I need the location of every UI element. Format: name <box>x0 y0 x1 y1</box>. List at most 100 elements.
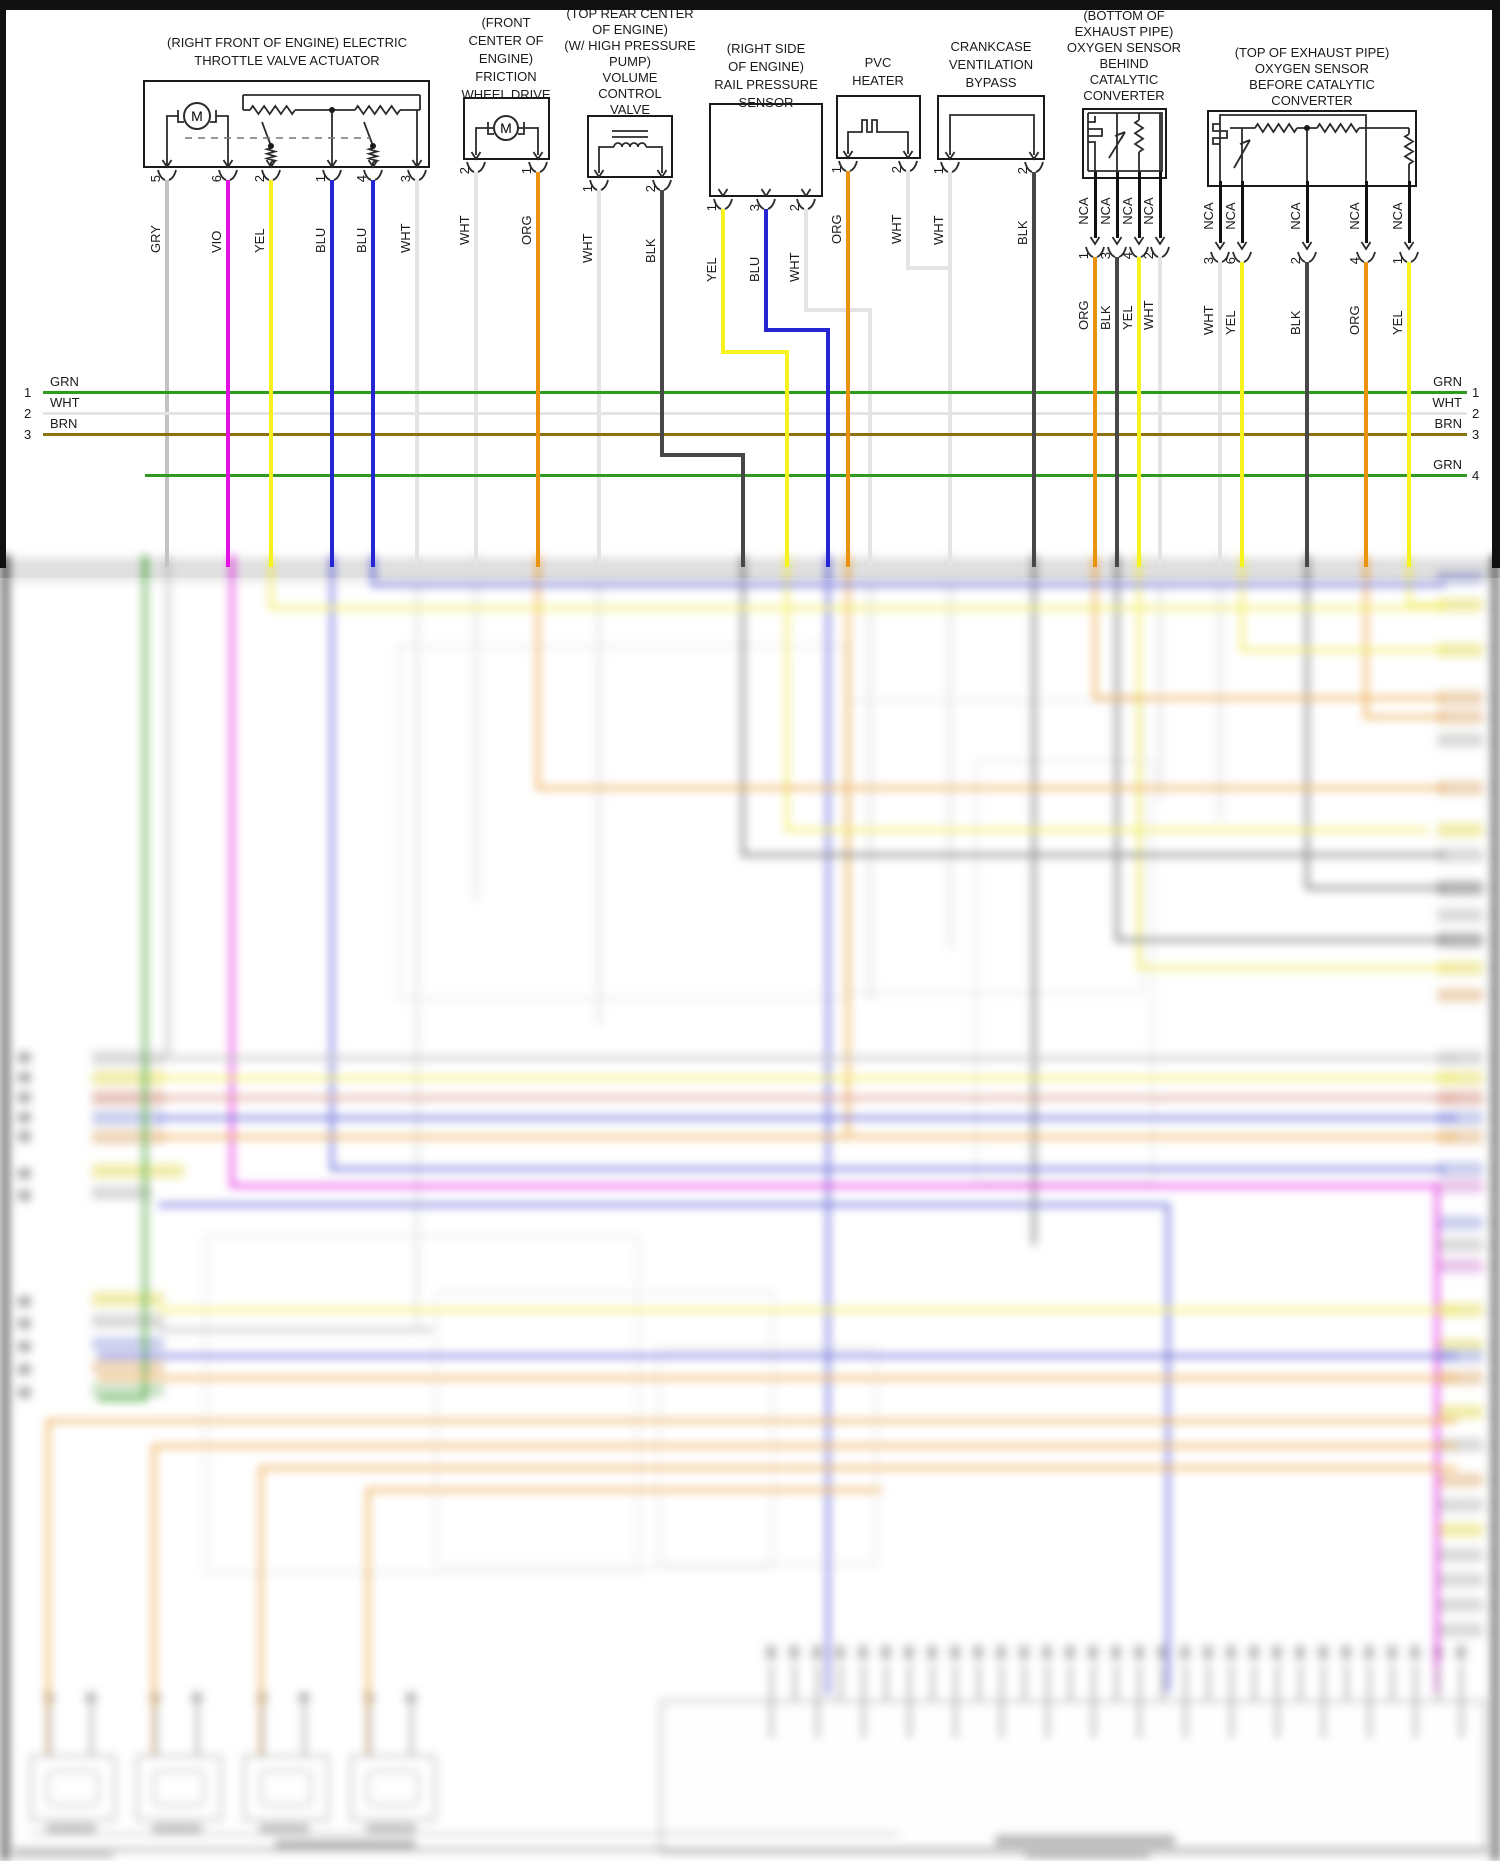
blurred-wire <box>1115 555 1119 940</box>
bus-number-text: 1 <box>24 385 32 400</box>
bus-number-right: 1 <box>1472 384 1479 402</box>
blurred-wire <box>0 558 1500 582</box>
blurred-wire <box>770 1700 773 1738</box>
motor-symbol-letter: M <box>191 108 203 124</box>
blurred-wire <box>785 555 789 830</box>
bus-label-text: WHT <box>1432 395 1462 410</box>
component-title-line: PUMP) <box>609 54 651 69</box>
component-title-line: CONVERTER <box>1083 88 1165 103</box>
blurred-outline-box <box>975 760 1154 1184</box>
blurred-wire <box>793 1665 796 1700</box>
blurred-wire <box>158 1203 1170 1207</box>
blurred-wire <box>1115 1665 1118 1700</box>
blurred-connector <box>881 1645 891 1660</box>
wire-color-label: BLK <box>1014 220 1030 245</box>
blurred-label <box>1437 1523 1483 1537</box>
blurred-wire <box>1184 1700 1187 1738</box>
blurred-label <box>92 1360 164 1374</box>
wire-yel <box>721 350 789 354</box>
frame-top <box>0 0 1500 10</box>
blurred-wire <box>1460 1665 1463 1700</box>
blurred-component-inner <box>47 1770 99 1806</box>
wire-color-label: BLK <box>642 238 658 263</box>
wire-blk <box>1305 262 1309 567</box>
blurred-wire <box>1391 1665 1394 1700</box>
wire-gry <box>165 180 169 567</box>
wire-color-label: GRY <box>147 225 163 253</box>
component-title-line: CRANKCASE <box>950 39 1032 54</box>
blurred-wire <box>90 1706 93 1755</box>
bus-number-left: 1 <box>24 384 31 402</box>
wire-color-label: WHT <box>930 215 946 245</box>
wire-nca-label: NCA <box>1075 189 1091 233</box>
blurred-connector <box>1088 1645 1098 1660</box>
wire-pin-number: 2 <box>1014 167 1030 175</box>
blurred-connector <box>812 1645 822 1660</box>
blurred-label <box>1437 823 1483 837</box>
blurred-pin-number <box>18 1072 31 1083</box>
blurred-wire <box>741 853 1445 857</box>
blurred-component-box <box>350 1755 436 1821</box>
wire-blk <box>1115 257 1119 567</box>
blurred-component-inner <box>260 1770 312 1806</box>
blurred-wire <box>154 1706 157 1755</box>
component-title: CONVERTER <box>1083 88 1164 104</box>
wire-color-label: WHT <box>456 215 472 245</box>
blurred-wire <box>1435 1186 1439 1692</box>
wire-color-pin-label: BLK 2 <box>1014 167 1030 245</box>
blurred-wire <box>158 1308 1457 1312</box>
blurred-wire <box>410 1706 413 1755</box>
blurred-label <box>1437 1238 1483 1252</box>
blurred-pin-number <box>18 1364 31 1375</box>
wire-wht <box>906 266 952 270</box>
blurred-label <box>92 1091 164 1105</box>
blurred-label <box>1437 1071 1483 1085</box>
component-title-line: (RIGHT FRONT OF ENGINE) ELECTRIC <box>166 35 408 50</box>
wire-pin-number: 1 <box>1075 252 1091 260</box>
blurred-label <box>92 1051 164 1065</box>
bus-number-right: 3 <box>1472 426 1479 444</box>
blurred-label <box>1437 1473 1483 1487</box>
component-title-line: BEFORE CATALYTIC <box>1249 77 1375 92</box>
component-title-line: HEATER <box>852 73 904 88</box>
wire-pin-number: 1 <box>579 185 595 193</box>
blurred-label <box>1437 643 1483 657</box>
blurred-label <box>1437 1259 1483 1273</box>
wire-wht <box>804 308 872 312</box>
wire-color-label: ORG <box>518 215 534 245</box>
blurred-wire <box>536 786 1445 790</box>
blurred-connector <box>192 1692 202 1704</box>
wire-color-label: BLU <box>746 256 762 282</box>
wire-org <box>536 172 540 567</box>
bus-label-text: WHT <box>50 395 80 410</box>
blurred-wire <box>1138 1665 1141 1700</box>
component-title-line: CENTER OF <box>468 33 544 48</box>
wire-yel <box>1240 262 1244 567</box>
component-title-line: BYPASS <box>965 75 1017 90</box>
blurred-connector <box>1134 1645 1144 1660</box>
wire-color-label: YEL <box>1119 305 1135 330</box>
wire-nca-label: NCA <box>1097 189 1113 233</box>
component-title: VENTILATION <box>949 56 1033 74</box>
bus-label-text: GRN <box>50 374 79 389</box>
component-title-line: OF ENGINE) <box>592 22 668 37</box>
wire-wht <box>868 310 872 567</box>
blurred-label <box>259 1824 309 1834</box>
blurred-wire <box>1407 603 1445 607</box>
blurred-label <box>1437 710 1483 724</box>
component-title-line: SENSOR <box>738 95 794 110</box>
nca-label-text: NCA <box>1287 202 1303 230</box>
wire-org <box>1093 257 1097 567</box>
wire-color-label: BLU <box>353 227 369 253</box>
blurred-wire <box>1230 1700 1233 1738</box>
blurred-connector <box>406 1692 416 1704</box>
blurred-wire <box>1023 1665 1026 1700</box>
blurred-connector <box>1318 1645 1328 1660</box>
blurred-wire <box>1092 1700 1095 1738</box>
component-title-line: CATALYTIC <box>1089 72 1159 87</box>
blurred-label <box>1437 881 1483 895</box>
blurred-label <box>92 1071 164 1085</box>
motor-icon <box>183 102 211 130</box>
blurred-wire <box>48 1706 51 1755</box>
wire-nca-label: NCA <box>1389 194 1405 238</box>
